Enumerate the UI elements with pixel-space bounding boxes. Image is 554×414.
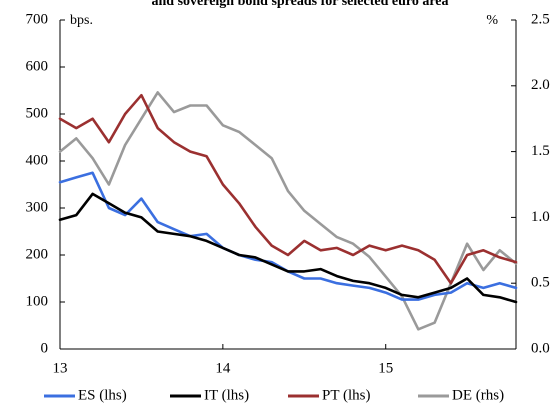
left-y-tick-label: 100 — [26, 293, 49, 309]
left-y-tick-label: 300 — [26, 199, 49, 215]
series-line-de — [58, 91, 518, 331]
series-line-pt — [58, 93, 518, 285]
left-y-tick-label: 700 — [26, 11, 49, 27]
left-y-tick-label: 400 — [26, 152, 49, 168]
left-y-tick-label: 500 — [26, 105, 49, 121]
right-unit-label: % — [486, 13, 498, 28]
legend-label-it: IT (lhs) — [204, 387, 249, 403]
x-tick-label: 13 — [53, 360, 68, 376]
right-y-tick-label: 1.5 — [531, 143, 550, 159]
x-tick-label: 15 — [378, 360, 393, 376]
legend-label-pt: PT (lhs) — [322, 387, 370, 403]
chart-title: and sovereign bond spreads for selected … — [152, 0, 449, 9]
axes: 0 100 200 300 400 500 600 700 0.0 0.5 1.0 1.5 2.0 2.5… — [26, 11, 550, 376]
legend: ES (lhs) IT (lhs) PT (lhs) DE (rhs) — [44, 387, 504, 403]
left-y-tick-label: 200 — [26, 246, 49, 262]
right-y-tick-label: 2.5 — [531, 11, 550, 27]
plot-lines — [58, 91, 518, 331]
right-y-tick-label: 0.5 — [531, 275, 550, 291]
right-y-tick-label: 2.0 — [531, 77, 550, 93]
left-unit-label: bps. — [70, 13, 93, 28]
right-y-tick-label: 0.0 — [531, 340, 550, 356]
left-y-tick-label: 0 — [41, 340, 49, 356]
left-y-tick-label: 600 — [26, 58, 49, 74]
legend-label-de: DE (rhs) — [452, 387, 504, 403]
series-line-it — [58, 192, 518, 304]
right-y-tick-label: 1.0 — [531, 209, 550, 225]
x-tick-label: 14 — [215, 360, 231, 376]
legend-label-es: ES (lhs) — [78, 387, 127, 403]
